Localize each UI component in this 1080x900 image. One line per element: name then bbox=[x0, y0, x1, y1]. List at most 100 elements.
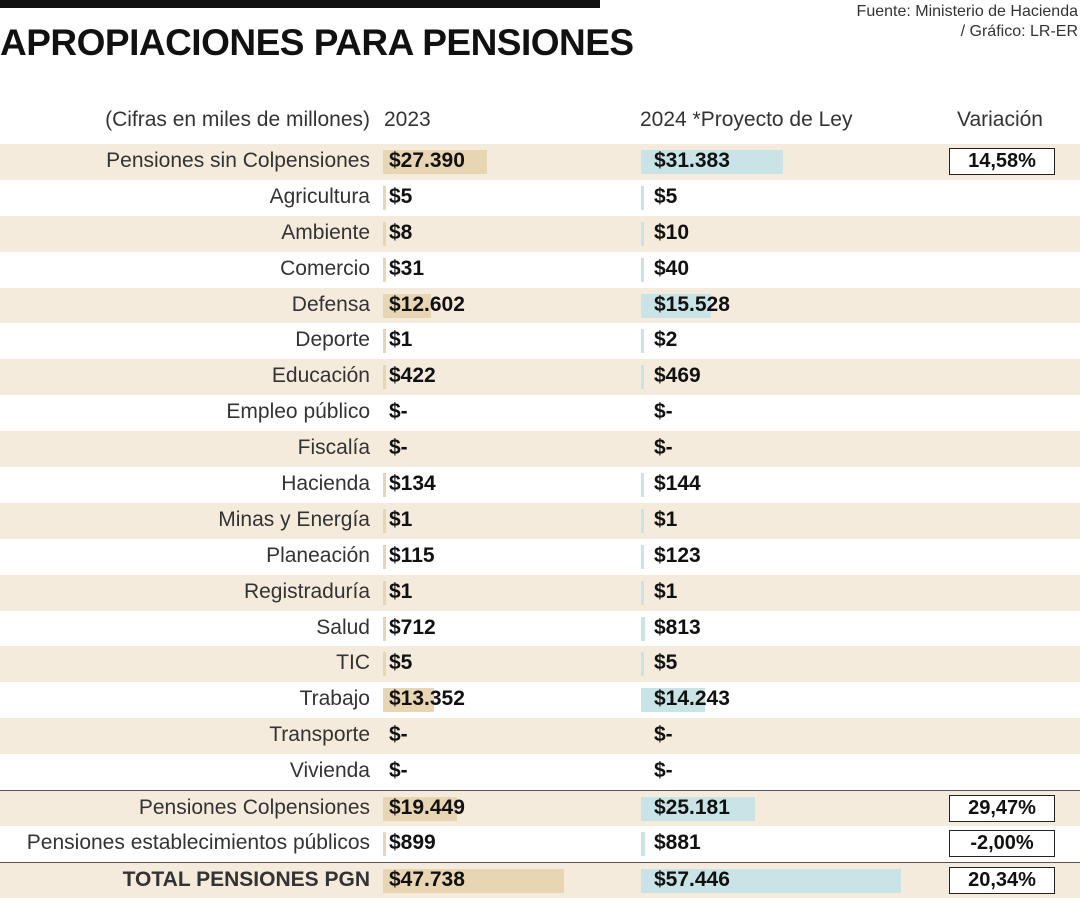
row-label: Transporte bbox=[269, 723, 370, 747]
value-2024: $1 bbox=[654, 507, 678, 531]
table-row: Ambiente $8 $10 bbox=[0, 215, 1080, 252]
value-2023: $- bbox=[389, 436, 408, 460]
row-label: Pensiones establecimientos públicos bbox=[26, 830, 370, 854]
table-row: Trabajo $13.352 $14.243 bbox=[0, 682, 1080, 718]
row-label: Comercio bbox=[280, 256, 370, 280]
table-row: Fiscalía $- $- bbox=[0, 431, 1080, 468]
bar-2024 bbox=[641, 508, 644, 533]
bar-2023 bbox=[383, 652, 386, 677]
top-rule bbox=[0, 0, 600, 8]
row-label: Ambiente bbox=[281, 220, 370, 244]
value-2023: $1 bbox=[389, 579, 413, 603]
bar-2024 bbox=[641, 688, 706, 713]
table-row: Pensiones establecimientos públicos $899 $… bbox=[0, 826, 1080, 862]
bar-2023 bbox=[383, 616, 386, 641]
value-2024: $5 bbox=[654, 651, 678, 675]
value-2024: $57.446 bbox=[654, 867, 730, 891]
table-row: Defensa $12.602 $15.528 bbox=[0, 287, 1080, 324]
value-2024: $813 bbox=[654, 615, 701, 639]
bar-2024 bbox=[641, 365, 644, 390]
table-row: Empleo público $- $- bbox=[0, 395, 1080, 431]
chart-title: APROPIACIONES PARA PENSIONES bbox=[0, 22, 634, 63]
bar-2023 bbox=[383, 257, 386, 282]
row-label: Trabajo bbox=[299, 687, 370, 711]
value-2023: $5 bbox=[389, 651, 413, 675]
row-label: Empleo público bbox=[226, 400, 370, 424]
value-2024: $2 bbox=[654, 328, 678, 352]
value-2024: $- bbox=[654, 759, 673, 783]
table-row: TIC $5 $5 bbox=[0, 646, 1080, 683]
row-label: Pensiones sin Colpensiones bbox=[106, 149, 370, 172]
table-header: (Cifras en miles de millones) 2023 2024 … bbox=[0, 102, 1080, 138]
value-2023: $- bbox=[389, 400, 408, 424]
source-line-2: / Gráfico: LR-ER bbox=[960, 23, 1078, 40]
table-row: Pensiones sin Colpensiones $27.390 $31.383… bbox=[0, 144, 1080, 180]
value-2023: $1 bbox=[389, 507, 413, 531]
value-2024: $144 bbox=[654, 472, 701, 496]
bar-2024 bbox=[641, 616, 645, 641]
table-row: Deporte $1 $2 bbox=[0, 323, 1080, 359]
value-2023: $1 bbox=[389, 328, 413, 352]
value-2024: $- bbox=[654, 436, 673, 460]
value-2024: $5 bbox=[654, 184, 678, 208]
row-label: TOTAL PENSIONES PGN bbox=[122, 867, 370, 891]
table-row: Planeación $115 $123 bbox=[0, 539, 1080, 575]
table-row: Comercio $31 $40 bbox=[0, 252, 1080, 288]
row-label: Vivienda bbox=[289, 759, 370, 783]
row-label: Fiscalía bbox=[297, 436, 370, 460]
bar-2023 bbox=[383, 797, 457, 822]
table-row: Registraduría $1 $1 bbox=[0, 574, 1080, 611]
table-row: Educación $422 $469 bbox=[0, 359, 1080, 396]
bar-2024 bbox=[641, 293, 712, 318]
value-2024: $14.243 bbox=[654, 687, 730, 711]
row-label: Salud bbox=[316, 615, 370, 639]
value-2023: $8 bbox=[389, 220, 413, 244]
bar-2023 bbox=[383, 185, 386, 210]
row-label: Educación bbox=[271, 364, 370, 388]
bar-2023 bbox=[383, 473, 386, 498]
value-2023: $47.738 bbox=[389, 867, 465, 891]
bar-2024 bbox=[641, 831, 645, 856]
bar-2024 bbox=[641, 652, 644, 677]
column-header-2023: 2023 bbox=[384, 108, 431, 131]
row-label: Deporte bbox=[295, 328, 370, 352]
row-label: Pensiones Colpensiones bbox=[138, 796, 370, 820]
value-2023: $899 bbox=[389, 830, 436, 854]
variation-badge: 20,34% bbox=[949, 866, 1055, 894]
source-note: Fuente: Ministerio de Hacienda / Gráfico… bbox=[857, 2, 1078, 42]
bar-2023 bbox=[383, 293, 431, 318]
value-2023: $19.449 bbox=[389, 796, 465, 820]
bar-2023 bbox=[383, 868, 565, 893]
value-2023: $12.602 bbox=[389, 292, 465, 316]
bar-2024 bbox=[641, 150, 784, 174]
table-row: Pensiones Colpensiones $19.449 $25.181 29,4… bbox=[0, 790, 1080, 826]
value-2024: $- bbox=[654, 723, 673, 747]
bar-2024 bbox=[641, 868, 901, 893]
value-2024: $25.181 bbox=[654, 796, 730, 820]
column-header-2024: 2024 *Proyecto de Ley bbox=[640, 108, 853, 131]
value-2023: $422 bbox=[389, 364, 436, 388]
pension-table: Pensiones sin Colpensiones $27.390 $31.383… bbox=[0, 144, 1080, 898]
row-label: Defensa bbox=[291, 292, 370, 316]
value-2023: $13.352 bbox=[389, 687, 465, 711]
value-2024: $15.528 bbox=[654, 292, 730, 316]
value-2024: $40 bbox=[654, 256, 690, 280]
table-row: Salud $712 $813 bbox=[0, 611, 1080, 647]
value-2023: $115 bbox=[389, 543, 435, 567]
bar-2023 bbox=[383, 508, 386, 533]
bar-2024 bbox=[641, 257, 644, 282]
row-label: Registraduría bbox=[243, 579, 370, 603]
column-header-variation: Variación bbox=[957, 108, 1043, 131]
value-2023: $27.390 bbox=[389, 149, 465, 172]
row-label: TIC bbox=[336, 651, 370, 675]
value-2024: $31.383 bbox=[654, 149, 730, 172]
bar-2024 bbox=[641, 329, 644, 354]
variation-badge: 14,58% bbox=[949, 148, 1055, 175]
table-row: Minas y Energía $1 $1 bbox=[0, 502, 1080, 539]
table-row: TOTAL PENSIONES PGN $47.738 $57.446 20,34% bbox=[0, 861, 1080, 898]
bar-2023 bbox=[383, 150, 487, 174]
bar-2023 bbox=[383, 544, 386, 569]
bar-2024 bbox=[641, 221, 644, 246]
value-2024: $123 bbox=[654, 543, 701, 567]
source-line-1: Fuente: Ministerio de Hacienda bbox=[856, 3, 1078, 20]
